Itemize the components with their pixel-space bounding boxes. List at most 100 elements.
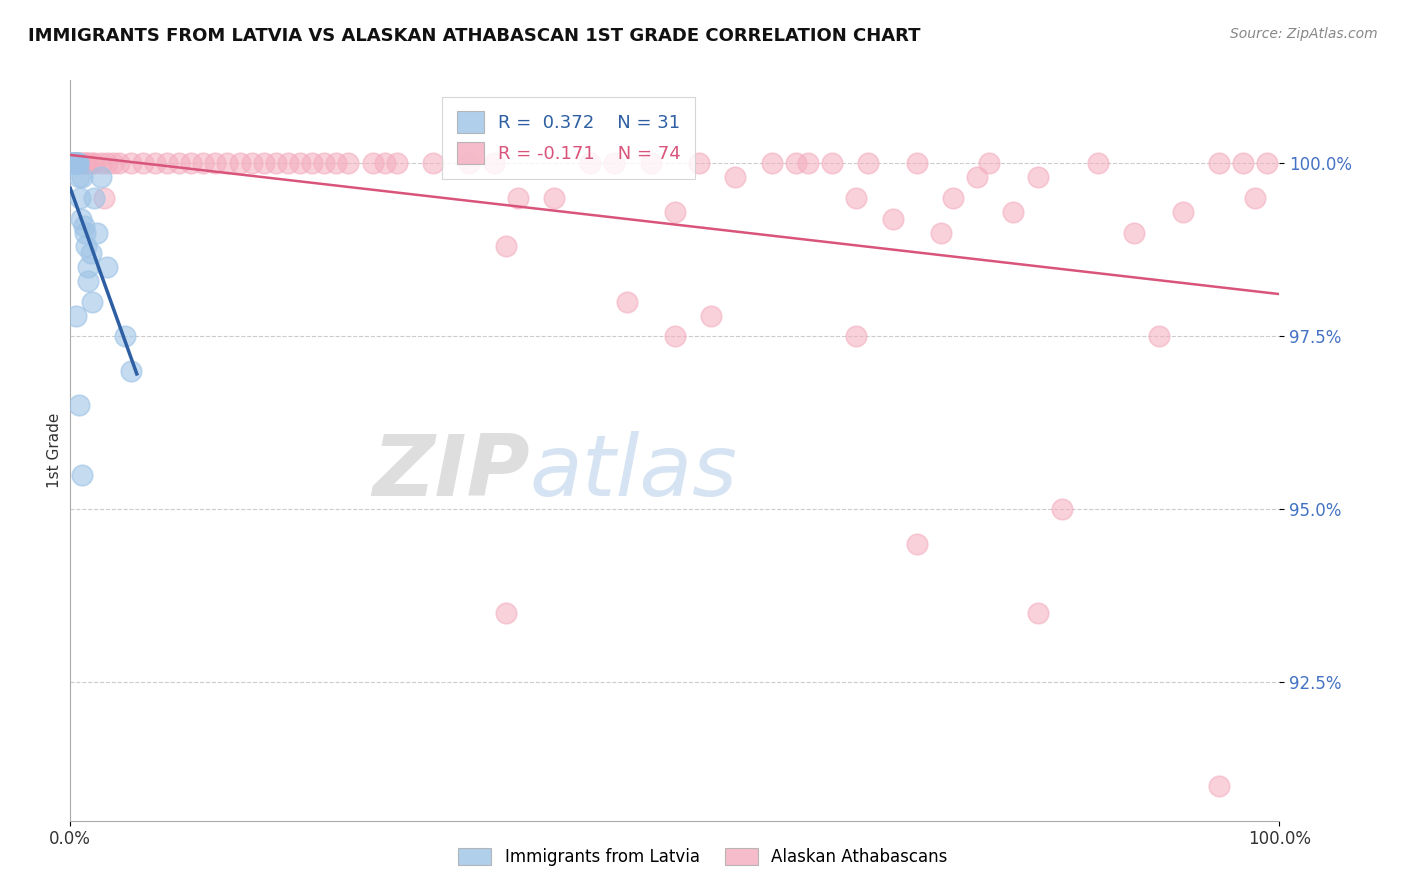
Point [217,156,239,170]
Point [1208,779,1230,793]
Point [664,204,686,219]
Point [858,156,880,170]
Y-axis label: 1st Grade: 1st Grade [46,413,62,488]
Point [845,191,868,205]
Point [1026,606,1049,620]
Point [966,170,988,185]
Point [761,156,783,170]
Text: atlas: atlas [530,431,738,514]
Point [640,156,662,170]
Point [1232,156,1254,170]
Point [929,226,952,240]
Point [603,156,626,170]
Point [120,364,142,378]
Point [63,156,86,170]
Point [277,156,299,170]
Point [67,170,90,185]
Point [797,156,820,170]
Point [72,219,94,233]
Point [724,170,747,185]
Point [180,156,202,170]
Point [458,156,481,170]
Point [96,156,118,170]
Point [90,156,111,170]
Point [325,156,347,170]
Point [77,156,100,170]
Point [1256,156,1278,170]
Point [688,156,710,170]
Legend: Immigrants from Latvia, Alaskan Athabascans: Immigrants from Latvia, Alaskan Athabasc… [450,840,956,875]
Point [228,156,250,170]
Point [107,156,129,170]
Point [62,156,84,170]
Point [72,467,94,482]
Point [73,156,96,170]
Point [65,156,87,170]
Point [1026,170,1049,185]
Point [882,211,904,226]
Point [1050,502,1073,516]
Point [361,156,384,170]
Point [67,156,90,170]
Point [60,156,83,170]
Point [337,156,360,170]
Text: ZIP: ZIP [373,431,530,514]
Point [63,156,86,170]
Point [77,274,100,288]
Point [905,156,928,170]
Point [72,170,94,185]
Point [495,239,517,253]
Point [63,156,86,170]
Point [72,156,94,170]
Point [495,606,517,620]
Point [90,170,111,185]
Point [156,156,179,170]
Point [67,399,90,413]
Point [204,156,226,170]
Point [167,156,190,170]
Point [96,260,118,274]
Point [70,211,93,226]
Point [1147,329,1170,343]
Point [66,156,89,170]
Point [101,156,124,170]
Point [905,537,928,551]
Text: IMMIGRANTS FROM LATVIA VS ALASKAN ATHABASCAN 1ST GRADE CORRELATION CHART: IMMIGRANTS FROM LATVIA VS ALASKAN ATHABA… [28,27,921,45]
Point [253,156,276,170]
Point [86,226,108,240]
Point [506,191,529,205]
Point [1171,204,1194,219]
Point [60,156,83,170]
Point [664,329,686,343]
Point [301,156,323,170]
Point [75,239,97,253]
Point [1244,191,1267,205]
Point [77,260,100,274]
Point [93,191,115,205]
Point [543,191,565,205]
Point [385,156,408,170]
Point [73,226,96,240]
Point [288,156,311,170]
Point [374,156,396,170]
Point [69,156,91,170]
Point [193,156,215,170]
Legend: R =  0.372    N = 31, R = -0.171    N = 74: R = 0.372 N = 31, R = -0.171 N = 74 [441,96,695,178]
Point [69,191,91,205]
Point [66,156,89,170]
Point [785,156,807,170]
Point [482,156,505,170]
Text: Source: ZipAtlas.com: Source: ZipAtlas.com [1230,27,1378,41]
Point [942,191,965,205]
Point [80,294,103,309]
Point [80,246,103,260]
Point [821,156,844,170]
Point [1123,226,1146,240]
Point [83,191,105,205]
Point [579,156,602,170]
Point [264,156,287,170]
Point [62,156,84,170]
Point [80,156,103,170]
Point [63,156,86,170]
Point [314,156,336,170]
